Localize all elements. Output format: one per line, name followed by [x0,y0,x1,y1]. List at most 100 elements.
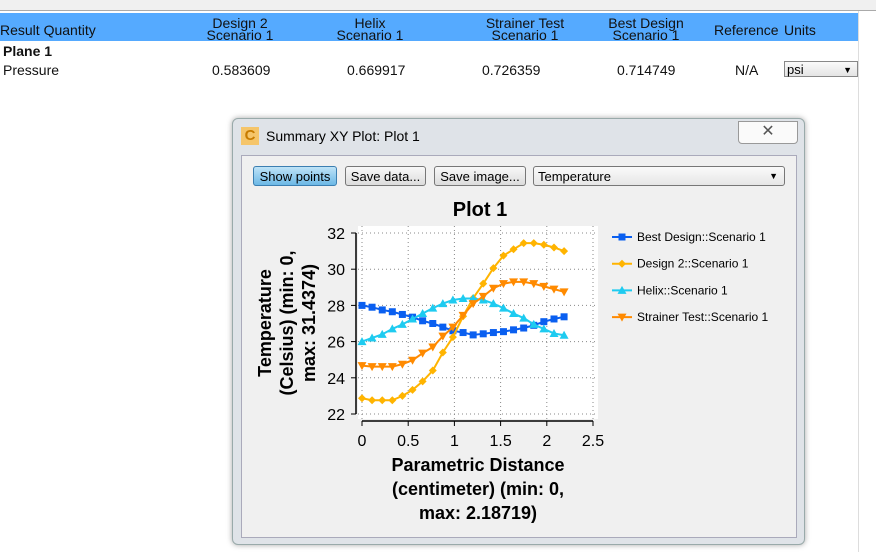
dialog-title: Summary XY Plot: Plot 1 [266,128,420,144]
data-point [539,240,548,249]
data-point [448,333,457,342]
y-tick-label: 28 [327,298,345,315]
data-point [438,332,448,341]
data-point [499,251,508,260]
value-design2: 0.583609 [212,62,271,78]
legend-marker [617,313,627,322]
header-units: Units [784,22,816,38]
value-reference: N/A [735,62,759,78]
svg-text:(centimeter) (min: 0,: (centimeter) (min: 0, [392,479,564,499]
data-point [499,328,507,336]
save-data-button[interactable]: Save data... [345,166,426,186]
data-point [368,396,377,405]
data-point [519,239,528,248]
data-point [478,292,488,301]
close-icon: ✕ [761,123,775,140]
data-point [549,328,559,337]
data-point [529,280,539,289]
data-point [448,295,458,304]
data-point [549,285,559,294]
data-point [418,377,427,386]
y-tick-label: 32 [327,226,345,243]
data-point [489,329,497,337]
data-point [358,394,366,403]
value-best-design: 0.714749 [617,62,676,78]
chevron-down-icon: ▼ [769,171,778,181]
table-header: Result Quantity Design 2 Scenario 1 Helix… [0,13,858,43]
legend-item: Strainer Test::Scenario 1 [612,310,769,324]
data-point [459,329,467,337]
legend-marker [618,233,626,241]
data-point [408,356,418,365]
save-image-button[interactable]: Save image... [434,166,526,186]
data-point [387,363,397,372]
close-button[interactable]: ✕ [738,121,798,144]
data-point [520,324,528,332]
group-label: Plane 1 [3,43,53,59]
x-tick-label: 0.5 [397,433,419,450]
header-result-quantity: Result Quantity [0,22,96,38]
units-dropdown[interactable]: psi ▼ [784,61,858,77]
x-tick-label: 2.5 [582,433,604,450]
data-point [448,323,458,332]
value-helix: 0.669917 [347,62,406,78]
data-point [357,337,367,346]
y-tick-label: 24 [327,371,345,388]
data-point [479,330,487,338]
data-point [378,396,387,405]
data-point [489,264,498,273]
top-strip [0,0,876,11]
svg-text:max: 31.4374): max: 31.4374) [299,264,319,382]
data-point [519,278,529,287]
data-point [468,300,478,309]
data-point [509,278,519,287]
data-point [438,348,447,357]
value-strainer: 0.726359 [482,62,541,78]
data-point [510,326,518,334]
data-point [559,288,569,297]
legend-item: Helix::Scenario 1 [612,283,728,297]
data-point [388,308,396,316]
y-tick-label: 30 [327,262,345,279]
data-point [439,323,447,331]
data-point [438,299,448,308]
data-point [539,324,549,333]
data-point [428,366,437,375]
data-point [408,314,418,323]
plot-area [358,226,598,419]
data-point [488,299,498,308]
svg-text:(Celsius) (min: 0,: (Celsius) (min: 0, [277,250,297,395]
data-point [388,396,397,405]
y-axis-title: Temperature (Celsius) (min: 0, max: 31.4… [255,250,319,395]
data-point [418,309,428,318]
data-point [398,391,407,400]
row-label: Pressure [3,62,60,78]
data-point [419,317,427,325]
data-point [397,360,407,369]
data-point [479,279,488,288]
data-point [368,303,376,311]
series-1 [358,239,569,405]
data-point [458,294,468,303]
quantity-dropdown[interactable]: Temperature ▼ [533,166,785,186]
data-point [550,315,558,323]
legend-label: Best Design::Scenario 1 [637,230,766,244]
header-helix: Helix Scenario 1 [336,15,404,43]
legend-label: Strainer Test::Scenario 1 [637,310,769,324]
legend-item: Design 2::Scenario 1 [612,257,749,271]
x-tick-label: 1 [450,433,459,450]
data-point [428,303,438,312]
data-point [540,318,548,326]
show-points-button[interactable]: Show points [253,166,337,186]
header-reference: Reference [714,22,779,38]
data-point [529,319,539,328]
svg-text:max: 2.18719): max: 2.18719) [419,503,537,523]
data-point [377,363,387,372]
svg-text:Temperature: Temperature [255,269,275,377]
chart-title: Plot 1 [453,199,507,221]
data-point [367,333,377,342]
svg-text:Parametric Distance: Parametric Distance [391,455,564,475]
data-point [529,239,538,248]
data-point [559,330,569,339]
scrollbar[interactable] [858,11,876,552]
